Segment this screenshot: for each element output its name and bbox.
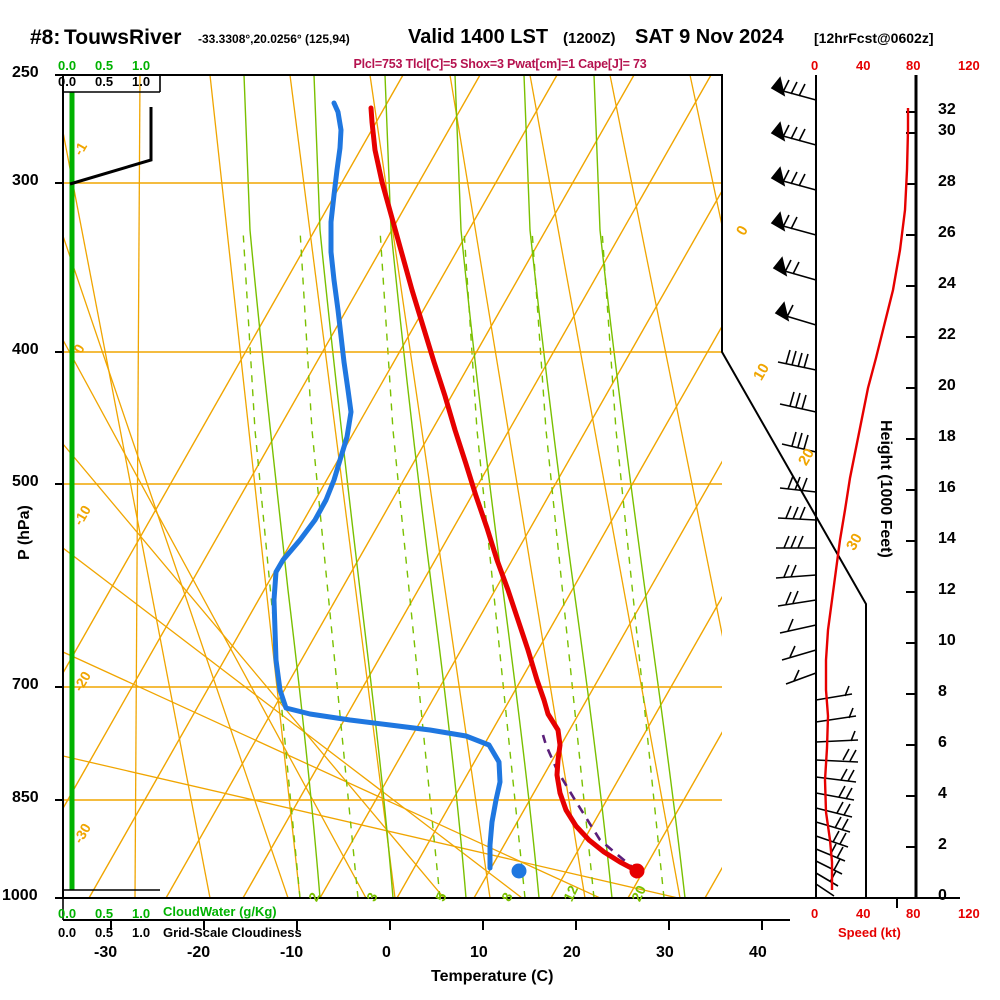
pressure-axis-label: P (hPa) [16,505,33,560]
cloudwater-axis-label: CloudWater (g/Kg) [163,904,277,919]
pressure-tick-400: 400 [12,341,39,358]
cloudiness-tick-0-top: 0.0 [58,74,77,89]
mixing-ratio-lines [242,229,665,898]
surface-dewpoint-dot [511,863,527,879]
isobar-lines [63,182,722,898]
pressure-tick-850: 850 [12,789,39,806]
moist-adiabat-lines [243,75,686,898]
cloudwater-tick-2: 1.0 [132,906,151,921]
parcel-trajectory [541,734,638,872]
temperature-tick--30: -30 [94,944,118,961]
height-tick-0: 0 [938,887,947,904]
height-tick-22: 22 [938,326,956,343]
valid-date: SAT 9 Nov 2024 [635,26,784,48]
height-tick-16: 16 [938,479,956,496]
height-tick-10: 10 [938,632,956,649]
chart-header: #8: TouwsRiver -33.3308°,20.0256° (125,9… [0,26,1000,52]
pressure-tick-300: 300 [12,172,39,189]
cloudwater-tick-2-top: 1.0 [132,58,151,73]
station-id: #8: [30,26,61,49]
temperature-profile [368,105,640,874]
speed-tick-80-top: 80 [906,58,921,73]
temperature-tick-30: 30 [656,944,674,961]
height-tick-24: 24 [938,275,956,292]
height-tick-26: 26 [938,224,956,241]
height-tick-2: 2 [938,836,947,853]
height-tick-8: 8 [938,683,947,700]
pressure-tick-250: 250 [12,64,39,81]
temperature-tick-10: 10 [470,944,488,961]
speed-tick-40-top: 40 [856,58,871,73]
height-tick-6: 6 [938,734,947,751]
cloudiness-profile-line [69,107,153,186]
height-tick-30: 30 [938,122,956,139]
height-tick-4: 4 [938,785,947,802]
height-tick-32: 32 [938,101,956,118]
valid-time-label: Valid 1400 LST [408,26,549,48]
cloudiness-axis-frame [62,75,161,93]
cloudiness-tick-2: 1.0 [132,925,151,940]
height-tick-28: 28 [938,173,956,190]
profile-curves [271,100,645,879]
pressure-ticks [55,74,63,899]
cloudwater-tick-0-top: 0.0 [58,58,77,73]
speed-tick-40: 40 [856,906,871,921]
cloudwater-tick-0: 0.0 [58,906,77,921]
forecast-stamp: [12hrFcst@0602z] [814,30,934,46]
speed-tick-120-top: 120 [958,58,980,73]
speed-tick-0: 0 [811,906,819,921]
cloudiness-axis-label: Grid-Scale Cloudiness [163,925,302,940]
wind-barbs [770,76,859,897]
height-tick-20: 20 [938,377,956,394]
wind-barb-panel [765,75,866,899]
pressure-tick-500: 500 [12,473,39,490]
cloudiness-tick-2-top: 1.0 [132,74,151,89]
height-tick-14: 14 [938,530,956,547]
wind-speed-profile [823,108,910,890]
speed-tick-80: 80 [906,906,921,921]
pressure-tick-1000: 1000 [2,887,38,904]
height-tick-18: 18 [938,428,956,445]
station-name: TouwsRiver [64,26,182,49]
height-tick-12: 12 [938,581,956,598]
stability-indices: Plcl=753 Tlcl[C]=5 Shox=3 Pwat[cm]=1 Cap… [353,57,647,71]
temperature-tick-0: 0 [382,944,391,961]
plot-border [62,74,867,899]
speed-tick-0-top: 0 [811,58,819,73]
cloudwater-tick-1: 0.5 [95,906,114,921]
temperature-axis-label: Temperature (C) [431,968,554,985]
temperature-tick--20: -20 [187,944,211,961]
cloudiness-tick-0: 0.0 [58,925,77,940]
speed-axis-label: Speed (kt) [838,925,901,940]
height-axis-label: Height (1000 Feet) [877,420,894,558]
height-speed-panel [823,75,960,908]
temperature-tick-40: 40 [749,944,767,961]
station-coordinates: -33.3308°,20.0256° (125,94) [198,32,350,46]
valid-time-utc: (1200Z) [563,30,616,47]
pressure-tick-700: 700 [12,676,39,693]
cloudiness-tick-1: 0.5 [95,925,114,940]
dewpoint-profile [271,100,503,871]
skewt-grid [63,75,722,898]
surface-temperature-dot [629,863,645,879]
temperature-ticks [110,920,763,930]
temperature-tick-20: 20 [563,944,581,961]
cloudwater-tick-1-top: 0.5 [95,58,114,73]
dry-adiabat-lines [63,75,722,898]
isotherm-lines [63,75,722,898]
cloudiness-tick-1-top: 0.5 [95,74,114,89]
speed-tick-120: 120 [958,906,980,921]
temperature-tick--10: -10 [280,944,304,961]
